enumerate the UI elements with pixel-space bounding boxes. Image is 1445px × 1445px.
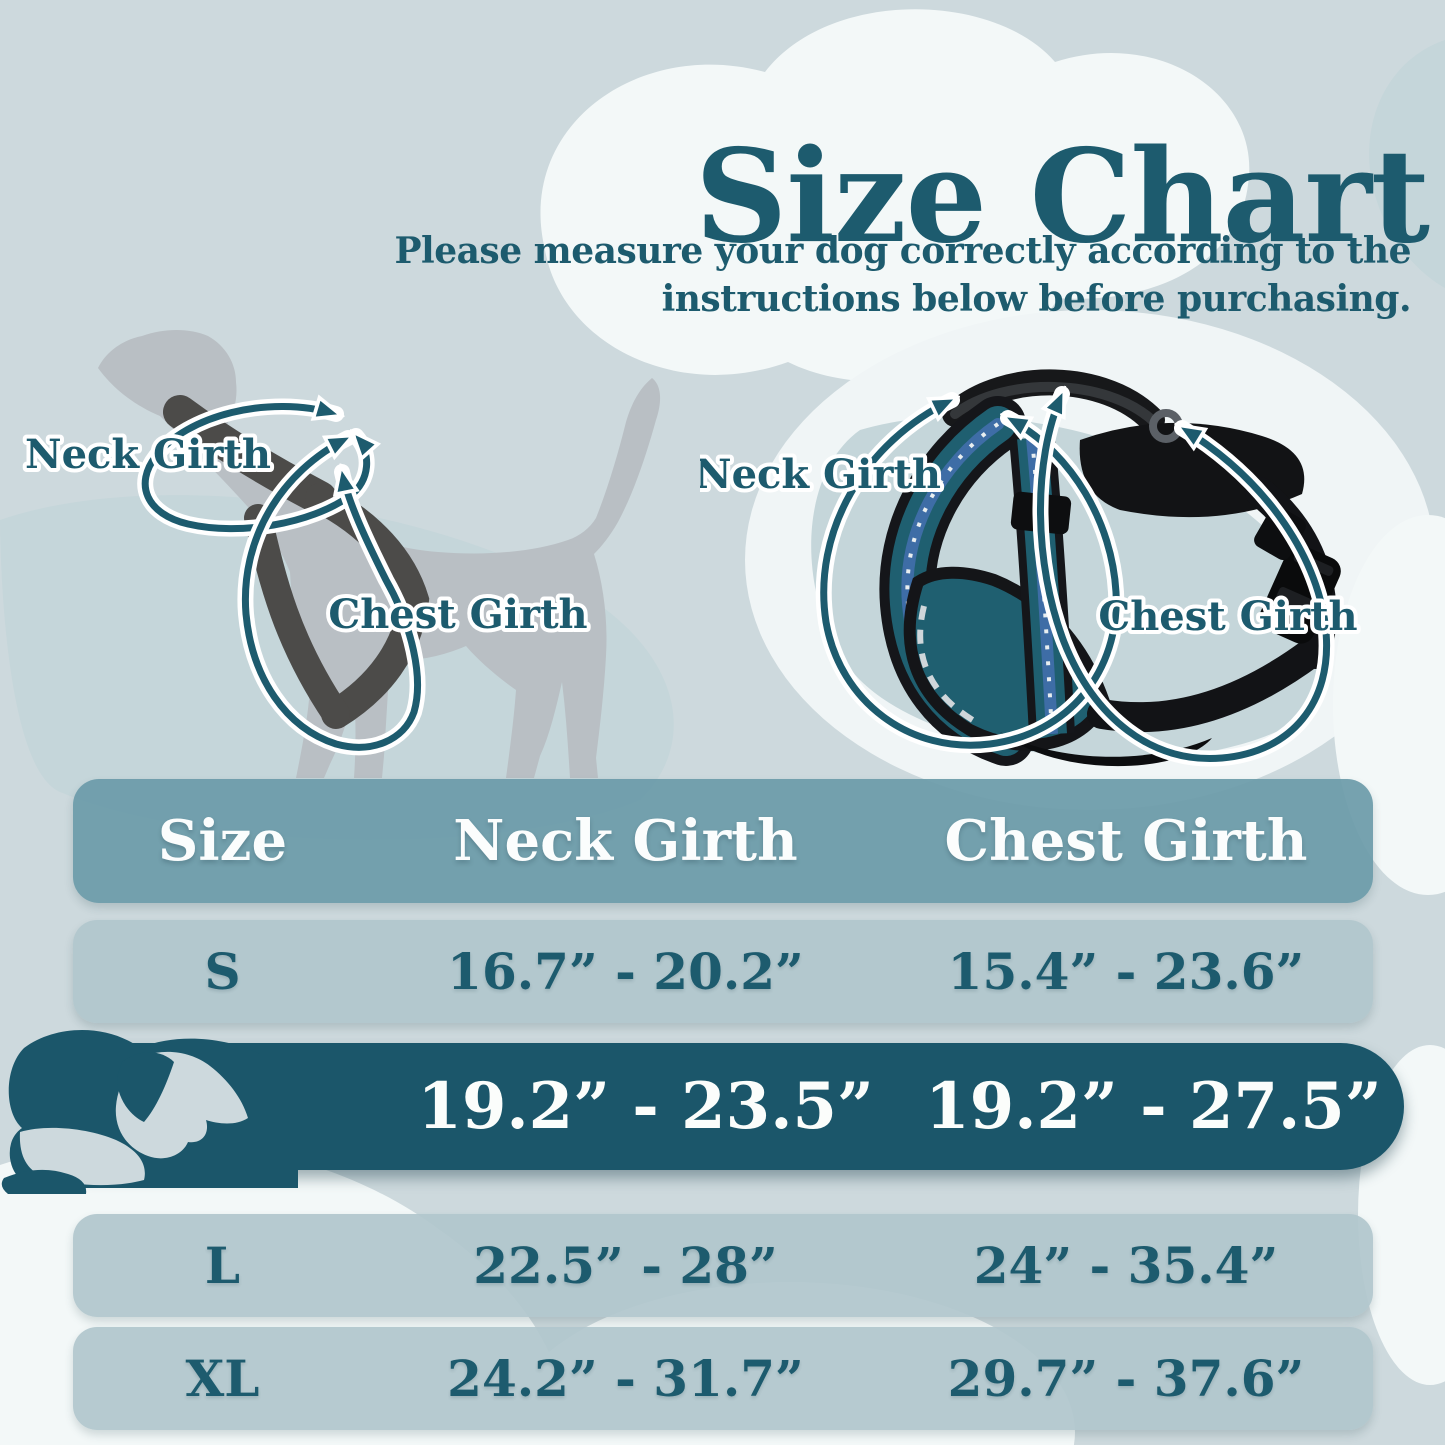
- row-m-neck-girth: 19.2” - 23.5”: [417, 1069, 874, 1144]
- subtitle-line-2: instructions below before purchasing.: [661, 277, 1412, 320]
- column-header-size: Size: [157, 808, 288, 874]
- row-l-size: L: [204, 1236, 241, 1295]
- column-header-chest-girth: Chest Girth: [944, 808, 1308, 874]
- harness-belly-pad: [1000, 732, 1212, 767]
- page-title: Size Chart: [694, 121, 1430, 272]
- row-l-neck-girth: 22.5” - 28”: [473, 1236, 778, 1295]
- row-s-neck-girth: 16.7” - 20.2”: [447, 942, 804, 1001]
- subtitle: Please measure your dog correctly accord…: [394, 228, 1411, 323]
- row-s-chest-girth: 15.4” - 23.6”: [947, 942, 1305, 1001]
- harness-measurement-diagram: Neck Girth Chest Girth: [700, 369, 1362, 767]
- row-s-size: S: [204, 942, 241, 1001]
- table-row-l: L 22.5” - 28” 24” - 35.4”: [73, 1214, 1373, 1317]
- dog-chest-girth-arrow: [237, 430, 426, 756]
- size-table-header: Size Neck Girth Chest Girth: [73, 779, 1373, 903]
- dog-head-decoration: [1, 1030, 298, 1194]
- harness-chest-girth-label: Chest Girth: [1098, 593, 1357, 640]
- dog-measurement-diagram: Neck Girth Chest Girth: [21, 330, 661, 778]
- table-row-xl: XL 24.2” - 31.7” 29.7” - 37.6”: [73, 1327, 1373, 1430]
- row-xl-chest-girth: 29.7” - 37.6”: [947, 1349, 1305, 1408]
- row-xl-neck-girth: 24.2” - 31.7”: [447, 1349, 804, 1408]
- harness-neck-girth-arrow: [815, 392, 1125, 754]
- dog-chest-girth-label: Chest Girth: [328, 591, 587, 638]
- harness-neck-girth-label: Neck Girth: [700, 451, 941, 498]
- harness-illustration: [879, 369, 1341, 767]
- row-l-chest-girth: 24” - 35.4”: [973, 1236, 1279, 1295]
- harness-chest-girth-arrow: [1032, 394, 1335, 767]
- table-row-s: S 16.7” - 20.2” 15.4” - 23.6”: [73, 920, 1373, 1023]
- harness-belly-strap: [1087, 637, 1327, 733]
- dog-neck-girth-label: Neck Girth: [25, 431, 271, 478]
- row-m-chest-girth: 19.2” - 27.5”: [925, 1069, 1382, 1144]
- column-header-neck-girth: Neck Girth: [453, 808, 798, 874]
- subtitle-line-1: Please measure your dog correctly accord…: [394, 230, 1411, 272]
- row-xl-size: XL: [185, 1349, 260, 1408]
